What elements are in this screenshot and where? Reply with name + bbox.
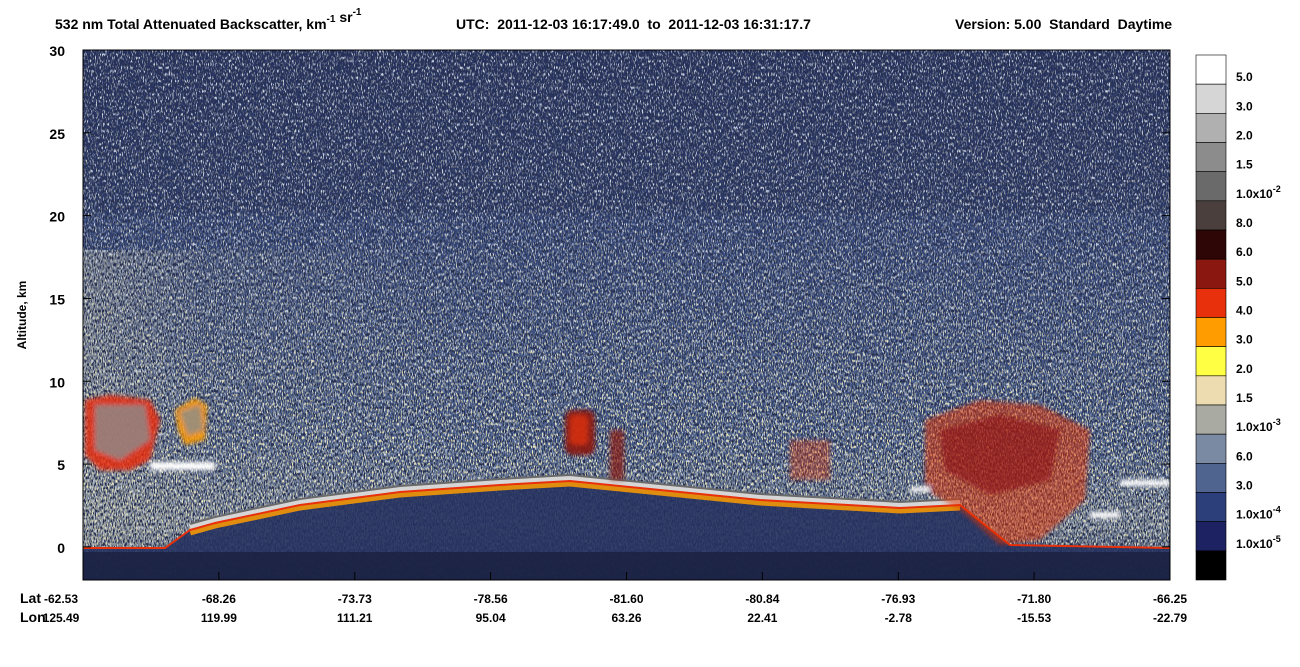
colorbar-label: 2.0 xyxy=(1236,129,1253,143)
colorbar: 5.03.02.01.51.0x10-28.06.05.04.03.02.01.… xyxy=(1195,54,1281,581)
lat-tick-label: -78.56 xyxy=(474,592,508,606)
title-sup: -1 xyxy=(327,14,336,25)
colorbar-swatch xyxy=(1195,142,1227,172)
colorbar-swatch xyxy=(1195,433,1227,464)
colorbar-swatch xyxy=(1195,113,1227,143)
colorbar-label: 1.0x10-3 xyxy=(1236,417,1281,434)
lon-tick-label: -2.78 xyxy=(885,611,913,625)
curtain-image xyxy=(83,50,1170,580)
colorbar-label: 4.0 xyxy=(1236,304,1253,318)
colorbar-label: 8.0 xyxy=(1236,216,1253,230)
colorbar-label: 1.5 xyxy=(1236,158,1253,172)
lon-tick-label: 111.21 xyxy=(337,611,373,625)
colorbar-label-base: 1.0x10 xyxy=(1236,187,1273,201)
colorbar-swatch xyxy=(1195,171,1227,202)
colorbar-swatch xyxy=(1195,83,1227,114)
lon-tick-label: 119.99 xyxy=(201,611,237,625)
colorbar-label-base: 1.0x10 xyxy=(1236,508,1273,522)
y-tick-label: 15 xyxy=(49,291,65,307)
colorbar-swatch xyxy=(1195,463,1227,493)
colorbar-label-exp: -4 xyxy=(1273,505,1281,515)
colorbar-swatch xyxy=(1195,550,1227,581)
lat-tick-label: -80.84 xyxy=(745,592,779,606)
axes: 0 5 10 15 20 25 30 -62.53 125.49 -68.26 119.99 -73.… xyxy=(43,43,1188,625)
colorbar-swatch xyxy=(1195,404,1227,435)
title-text: 532 nm Total Attenuated Backscatter, km-… xyxy=(55,7,362,32)
lat-label: Lat xyxy=(20,590,41,606)
colorbar-swatch xyxy=(1195,375,1227,406)
colorbar-label-base: 1.0x10 xyxy=(1236,537,1273,551)
colorbar-label: 6.0 xyxy=(1236,449,1253,463)
colorbar-swatch xyxy=(1195,54,1227,85)
colorbar-label: 1.5 xyxy=(1236,391,1253,405)
lat-tick-label: -73.73 xyxy=(338,592,372,606)
lon-tick-label: -22.79 xyxy=(1153,611,1187,625)
colorbar-label-base: 1.0x10 xyxy=(1236,420,1273,434)
utc-range: UTC: 2011-12-03 16:17:49.0 to 2011-12-03… xyxy=(456,16,811,32)
colorbar-label: 3.0 xyxy=(1236,99,1253,113)
colorbar-label-exp: -2 xyxy=(1273,184,1281,194)
lon-tick-label: -15.53 xyxy=(1017,611,1051,625)
title-part: sr xyxy=(335,9,353,25)
colorbar-swatch xyxy=(1195,229,1227,260)
colorbar-swatch xyxy=(1195,346,1227,377)
lon-tick-label: 95.04 xyxy=(476,611,506,625)
colorbar-swatch xyxy=(1195,317,1227,347)
lon-label: Lon xyxy=(20,609,46,625)
y-tick-label: 20 xyxy=(49,209,65,225)
colorbar-label-exp: -3 xyxy=(1273,417,1281,427)
title-part: 532 nm Total Attenuated Backscatter, km xyxy=(55,16,327,32)
y-tick-label: 30 xyxy=(49,43,65,59)
lat-tick-label: -71.80 xyxy=(1017,592,1051,606)
y-tick-label: 25 xyxy=(49,126,65,142)
colorbar-swatch xyxy=(1195,521,1227,552)
colorbar-label: 1.0x10-4 xyxy=(1236,505,1281,522)
colorbar-label: 3.0 xyxy=(1236,333,1253,347)
lat-tick-label: -81.60 xyxy=(609,592,643,606)
lat-tick-label: -62.53 xyxy=(44,592,78,606)
colorbar-label: 3.0 xyxy=(1236,479,1253,493)
y-axis-label: Altitude, km xyxy=(15,281,29,350)
y-tick-label: 0 xyxy=(57,540,65,556)
colorbar-label-exp: -5 xyxy=(1273,534,1281,544)
lon-tick-label: 22.41 xyxy=(747,611,777,625)
lat-tick-label: -66.25 xyxy=(1153,592,1187,606)
lon-tick-label: 63.26 xyxy=(611,611,641,625)
colorbar-label: 6.0 xyxy=(1236,245,1253,259)
lon-tick-label: 125.49 xyxy=(43,611,80,625)
y-tick-label: 10 xyxy=(49,374,65,390)
version: Version: 5.00 Standard Daytime xyxy=(955,16,1172,32)
colorbar-label: 2.0 xyxy=(1236,362,1253,376)
title: 532 nm Total Attenuated Backscatter, km-… xyxy=(55,7,362,32)
title-sup: -1 xyxy=(353,7,362,18)
colorbar-swatch xyxy=(1195,288,1227,318)
colorbar-swatch xyxy=(1195,200,1227,231)
colorbar-label: 1.0x10-2 xyxy=(1236,184,1281,201)
colorbar-label: 5.0 xyxy=(1236,274,1253,288)
colorbar-swatch xyxy=(1195,258,1227,289)
y-tick-label: 5 xyxy=(57,457,65,473)
lat-tick-label: -76.93 xyxy=(881,592,915,606)
lat-tick-label: -68.26 xyxy=(202,592,236,606)
colorbar-swatch xyxy=(1195,492,1227,522)
colorbar-label: 1.0x10-5 xyxy=(1236,534,1281,551)
colorbar-label: 5.0 xyxy=(1236,70,1253,84)
